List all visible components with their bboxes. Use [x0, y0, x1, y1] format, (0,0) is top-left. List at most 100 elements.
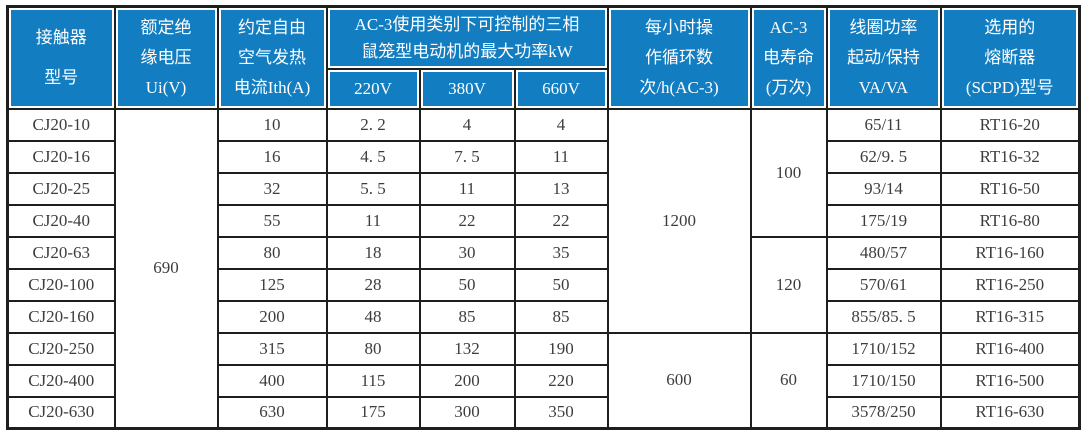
cell-model: CJ20-25 — [6, 171, 116, 206]
cell-cycles: 1200 — [606, 107, 752, 334]
cell-power-380: 11 — [418, 171, 516, 206]
header-row-top: 接触器 型号 额定绝 缘电压 Ui(V) 约定自由 空气发热 电流Ith(A) … — [6, 5, 1081, 110]
cell-life: 60 — [749, 331, 828, 430]
cell-fuse: RT16-500 — [939, 363, 1081, 398]
cell-power-660: 35 — [513, 235, 609, 270]
cell-power-380: 50 — [418, 267, 516, 302]
cell-coil-power: 93/14 — [825, 171, 942, 206]
cell-coil-power: 3578/250 — [825, 395, 942, 430]
cell-power-380: 200 — [418, 363, 516, 398]
header-electrical-life: AC-3 电寿命 (万次) — [749, 5, 828, 110]
cell-coil-power: 480/57 — [825, 235, 942, 270]
table-row: CJ20-400 400 115 200 220 1710/150 RT16-5… — [6, 363, 1081, 398]
cell-model: CJ20-10 — [6, 107, 116, 142]
cell-coil-power: 175/19 — [825, 203, 942, 238]
cell-life: 120 — [749, 235, 828, 334]
cell-power-660: 190 — [513, 331, 609, 366]
contactor-spec-table: 接触器 型号 额定绝 缘电压 Ui(V) 约定自由 空气发热 电流Ith(A) … — [6, 5, 1081, 430]
table-row: CJ20-160 200 48 85 85 855/85. 5 RT16-315 — [6, 299, 1081, 334]
cell-model: CJ20-400 — [6, 363, 116, 398]
cell-ith: 16 — [216, 139, 328, 174]
cell-model: CJ20-63 — [6, 235, 116, 270]
cell-model: CJ20-630 — [6, 395, 116, 430]
cell-power-380: 300 — [418, 395, 516, 430]
header-row-voltages: 220V 380V 660V — [8, 67, 1080, 110]
cell-power-220: 115 — [325, 363, 421, 398]
cell-power-220: 28 — [325, 267, 421, 302]
cell-coil-power: 1710/152 — [825, 331, 942, 366]
table-row: CJ20-100 125 28 50 50 570/61 RT16-250 — [6, 267, 1081, 302]
cell-power-660: 50 — [513, 267, 609, 302]
cell-power-660: 11 — [513, 139, 609, 174]
cell-fuse: RT16-315 — [939, 299, 1081, 334]
cell-fuse: RT16-50 — [939, 171, 1081, 206]
cell-power-220: 175 — [325, 395, 421, 430]
cell-fuse: RT16-80 — [939, 203, 1081, 238]
cell-power-660: 4 — [513, 107, 609, 142]
cell-insulation-voltage: 690 — [113, 107, 219, 430]
cell-ith: 32 — [216, 171, 328, 206]
cell-ith: 200 — [216, 299, 328, 334]
cell-power-220: 11 — [325, 203, 421, 238]
cell-power-220: 48 — [325, 299, 421, 334]
cell-fuse: RT16-400 — [939, 331, 1081, 366]
cell-model: CJ20-100 — [6, 267, 116, 302]
cell-model: CJ20-250 — [6, 331, 116, 366]
header-max-power-group: AC-3使用类别下可控制的三相 鼠笼型电动机的最大功率kW — [325, 5, 609, 70]
cell-model: CJ20-40 — [6, 203, 116, 238]
cell-power-380: 22 — [418, 203, 516, 238]
cell-model: CJ20-16 — [6, 139, 116, 174]
header-coil-power: 线圈功率 起动/保持 VA/VA — [825, 5, 942, 110]
cell-ith: 125 — [216, 267, 328, 302]
cell-power-660: 13 — [513, 171, 609, 206]
header-voltage-220: 220V — [325, 67, 421, 110]
cell-power-380: 30 — [418, 235, 516, 270]
table-row: CJ20-630 630 175 300 350 3578/250 RT16-6… — [6, 395, 1081, 430]
table-row: CJ20-40 55 11 22 22 175/19 RT16-80 — [6, 203, 1081, 238]
table-row: CJ20-25 32 5. 5 11 13 93/14 RT16-50 — [6, 171, 1081, 206]
cell-ith: 80 — [216, 235, 328, 270]
cell-power-220: 80 — [325, 331, 421, 366]
cell-ith: 10 — [216, 107, 328, 142]
table-body: CJ20-10 690 10 2. 2 4 4 1200 100 65/11 R… — [6, 107, 1081, 430]
cell-life: 100 — [749, 107, 828, 238]
cell-power-380: 7. 5 — [418, 139, 516, 174]
header-fuse-type: 选用的 熔断器 (SCPD)型号 — [939, 5, 1081, 110]
cell-power-220: 5. 5 — [325, 171, 421, 206]
cell-model: CJ20-160 — [6, 299, 116, 334]
cell-power-380: 85 — [418, 299, 516, 334]
cell-coil-power: 65/11 — [825, 107, 942, 142]
cell-coil-power: 62/9. 5 — [825, 139, 942, 174]
header-insulation-voltage: 额定绝 缘电压 Ui(V) — [113, 5, 219, 110]
cell-power-660: 85 — [513, 299, 609, 334]
cell-coil-power: 1710/150 — [825, 363, 942, 398]
table-row: CJ20-63 80 18 30 35 120 480/57 RT16-160 — [6, 235, 1081, 334]
cell-fuse: RT16-250 — [939, 267, 1081, 302]
cell-power-660: 220 — [513, 363, 609, 398]
cell-power-660: 22 — [513, 203, 609, 238]
cell-ith: 630 — [216, 395, 328, 430]
cell-ith: 55 — [216, 203, 328, 238]
cell-ith: 315 — [216, 331, 328, 366]
cell-fuse: RT16-20 — [939, 107, 1081, 142]
table-row: CJ20-16 16 4. 5 7. 5 11 62/9. 5 RT16-32 — [6, 139, 1081, 174]
cell-power-380: 132 — [418, 331, 516, 366]
cell-fuse: RT16-32 — [939, 139, 1081, 174]
cell-power-380: 4 — [418, 107, 516, 142]
table-row: CJ20-10 690 10 2. 2 4 4 1200 100 65/11 R… — [6, 107, 1081, 430]
cell-power-220: 18 — [325, 235, 421, 270]
header-contactor-model: 接触器 型号 — [6, 5, 116, 110]
cell-cycles: 600 — [606, 331, 752, 430]
cell-coil-power: 855/85. 5 — [825, 299, 942, 334]
header-cycles-per-hour: 每小时操 作循环数 次/h(AC-3) — [606, 5, 752, 110]
cell-fuse: RT16-160 — [939, 235, 1081, 270]
table-header: 接触器 型号 额定绝 缘电压 Ui(V) 约定自由 空气发热 电流Ith(A) … — [6, 5, 1081, 110]
header-thermal-current: 约定自由 空气发热 电流Ith(A) — [216, 5, 328, 110]
cell-power-220: 2. 2 — [325, 107, 421, 142]
table-row: CJ20-250 315 80 132 190 600 60 1710/152 … — [6, 331, 1081, 430]
cell-power-660: 350 — [513, 395, 609, 430]
cell-fuse: RT16-630 — [939, 395, 1081, 430]
cell-power-220: 4. 5 — [325, 139, 421, 174]
header-voltage-380: 380V — [418, 67, 516, 110]
header-voltage-660: 660V — [513, 67, 609, 110]
